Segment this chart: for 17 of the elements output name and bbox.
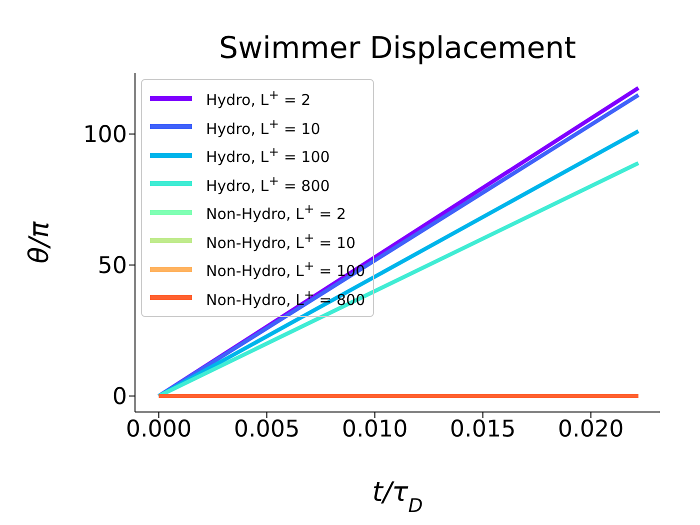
x-axis-title: t/τ$_{D}$ <box>372 477 423 517</box>
x-tick-label: 0.010 <box>342 416 408 442</box>
legend-label: Hydro, L$^{+}$ = 800 <box>206 172 330 195</box>
x-tick-label: 0.020 <box>558 416 624 442</box>
x-tick-label: 0.000 <box>126 416 192 442</box>
x-tick-label: 0.005 <box>234 416 300 442</box>
y-axis-title: θ/π <box>24 220 55 264</box>
legend-label: Non-Hydro, L$^{+}$ = 10 <box>206 230 356 252</box>
legend-label: Hydro, L$^{+}$ = 10 <box>206 116 320 138</box>
legend-label: Hydro, L$^{+}$ = 100 <box>206 144 330 166</box>
x-tick-label: 0.015 <box>450 416 516 442</box>
y-tick-label: 100 <box>83 122 127 148</box>
legend-label: Hydro, L$^{+}$ = 2 <box>206 87 311 110</box>
chart-title: Swimmer Displacement <box>219 31 576 66</box>
y-tick-label: 0 <box>112 384 127 410</box>
y-tick-label: 50 <box>98 253 127 280</box>
legend-label: Non-Hydro, L$^{+}$ = 2 <box>206 201 346 224</box>
